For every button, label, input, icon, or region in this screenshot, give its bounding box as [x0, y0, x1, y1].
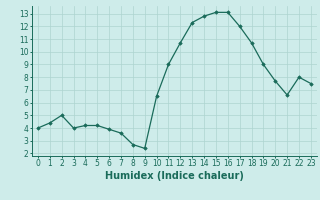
X-axis label: Humidex (Indice chaleur): Humidex (Indice chaleur)	[105, 171, 244, 181]
